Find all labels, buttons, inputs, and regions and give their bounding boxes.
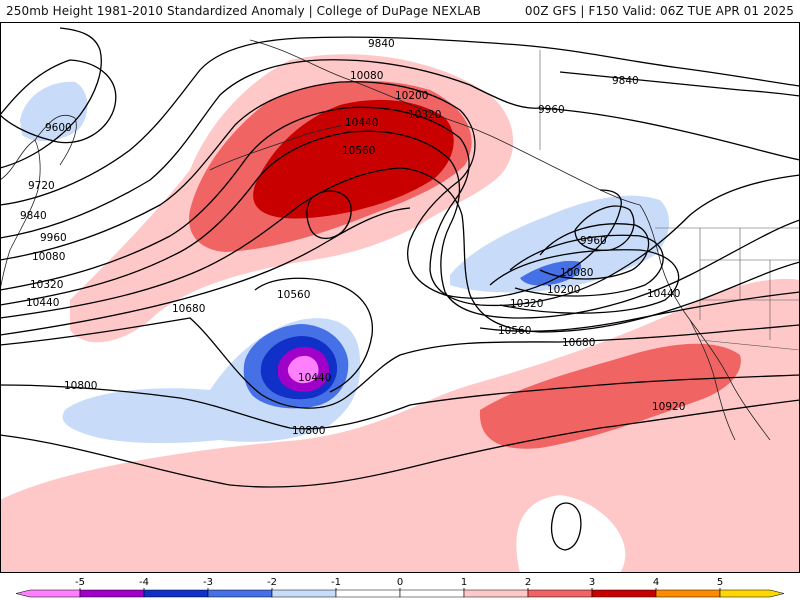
product-title: 250mb Height 1981-2010 Standardized Anom… — [6, 4, 481, 18]
contour-9600 — [0, 59, 117, 144]
colorbar-tick-labels: -5 -4 -3 -2 -1 0 1 2 3 4 5 — [75, 577, 723, 590]
contour-label-10680-a: 10680 — [172, 303, 205, 315]
colorbar-segment — [655, 589, 721, 598]
colorbar-segment — [719, 589, 785, 598]
contour-label-9840-b: 9840 — [368, 38, 395, 50]
contour-10200 — [0, 106, 800, 307]
colorbar-segment — [399, 589, 465, 598]
contour-label-10440-a: 10440 — [26, 297, 59, 309]
contour-label-10200-a: 10200 — [395, 90, 428, 102]
colorbar-segment — [15, 589, 81, 598]
contour-closed-south — [551, 502, 582, 551]
anomaly-colorbar: -5 -4 -3 -2 -1 0 1 2 3 4 5 — [15, 577, 785, 598]
contour-label-10440-d: 10440 — [647, 288, 680, 300]
colorbar-segment — [79, 589, 145, 598]
contour-label-10440-c: 10440 — [298, 372, 331, 384]
coastlines — [0, 39, 771, 441]
contour-10800 — [0, 374, 800, 430]
map-header: 250mb Height 1981-2010 Standardized Anom… — [0, 0, 800, 22]
border-us-mexico — [699, 339, 800, 351]
contour-10560-east — [479, 291, 800, 332]
colorbar-tick-label: 1 — [461, 577, 467, 588]
negative-anomaly-5-core — [287, 355, 319, 384]
colorbar-tick-label: -2 — [267, 577, 277, 588]
colorbar-tick-label: -1 — [331, 577, 341, 588]
political-borders — [539, 50, 800, 351]
positive-anomaly-area-pacific-south — [0, 278, 800, 573]
contour-9960-pnw — [574, 205, 635, 251]
contour-label-9600: 9600 — [45, 122, 72, 134]
coastline-baja — [689, 319, 736, 441]
contour-label-9960-b: 9960 — [538, 104, 565, 116]
positive-anomaly-3-core — [253, 99, 454, 219]
negative-anomaly-2-ne-pacific — [520, 260, 582, 286]
coastline-kamchatka — [34, 114, 77, 166]
colorbar-tick-label: 5 — [717, 577, 723, 588]
colorbar-tick-label: 3 — [589, 577, 595, 588]
contour-label-10320-b: 10320 — [408, 109, 441, 121]
anomaly-map: 9600 9720 9840 9840 9840 9960 9960 9960 … — [0, 22, 800, 573]
contour-label-9960-c: 9960 — [580, 235, 607, 247]
contour-10560-core — [306, 190, 352, 239]
contour-10320 — [0, 130, 800, 319]
colorbar-tick-label: 4 — [653, 577, 659, 588]
colorbar-tick-label: -3 — [203, 577, 213, 588]
contour-9720 — [0, 27, 102, 169]
colorbar-segment — [463, 589, 529, 598]
contour-9840-east — [559, 71, 800, 97]
coastline-asia — [0, 139, 41, 291]
contour-label-10440-b: 10440 — [345, 117, 378, 129]
contour-labels: 9600 9720 9840 9840 9840 9960 9960 9960 … — [20, 38, 685, 437]
model-run-valid-time: 00Z GFS | F150 Valid: 06Z TUE APR 01 202… — [524, 4, 794, 18]
contour-label-9840-c: 9840 — [612, 75, 639, 87]
contour-10200-pnw — [509, 234, 664, 297]
contour-label-10320-c: 10320 — [510, 298, 543, 310]
colorbar-segment — [207, 589, 273, 598]
contour-label-10560-b: 10560 — [277, 289, 310, 301]
colorbar-segment — [143, 589, 209, 598]
contour-label-9840-a: 9840 — [20, 210, 47, 222]
contour-label-10080-a: 10080 — [32, 251, 65, 263]
colorbar-segment — [335, 589, 401, 598]
contour-9960 — [0, 59, 800, 239]
colorbar-tick-label: -5 — [75, 577, 85, 588]
contour-label-9960-a: 9960 — [40, 232, 67, 244]
colorbar-segment — [591, 589, 657, 598]
colorbar-segments — [15, 589, 785, 598]
colorbar-tick-label: 2 — [525, 577, 531, 588]
contour-label-10320-a: 10320 — [30, 279, 63, 291]
contour-label-10680-b: 10680 — [562, 337, 595, 349]
contour-label-10560-a: 10560 — [342, 145, 375, 157]
positive-anomaly-2-southeast — [479, 343, 741, 449]
contour-label-10560-c: 10560 — [498, 325, 531, 337]
contour-label-10200-b: 10200 — [547, 284, 580, 296]
contour-10560-upper — [0, 207, 411, 336]
contour-10920 — [0, 399, 800, 488]
contour-label-10800-a: 10800 — [64, 380, 97, 392]
height-contours — [0, 27, 800, 551]
contour-10320-pnw — [489, 249, 680, 314]
contour-10680 — [0, 317, 800, 409]
colorbar-segment — [527, 589, 593, 598]
contour-10080-pnw — [539, 223, 650, 280]
contour-10560-low — [254, 277, 374, 393]
contour-label-10920: 10920 — [652, 401, 685, 413]
contour-10080 — [0, 81, 622, 299]
contour-9840-west — [0, 36, 800, 206]
colorbar-segment — [271, 589, 337, 598]
contour-label-10800-b: 10800 — [292, 425, 325, 437]
coastline-aleutians — [209, 123, 351, 171]
colorbar-tick-label: 0 — [397, 577, 403, 588]
contour-label-10080-b: 10080 — [350, 70, 383, 82]
contour-label-10080-c: 10080 — [560, 267, 593, 279]
coastline-alaska — [249, 39, 641, 206]
colorbar-tick-label: -4 — [139, 577, 149, 588]
contour-label-9720: 9720 — [28, 180, 55, 192]
anomaly-shading — [0, 54, 800, 573]
